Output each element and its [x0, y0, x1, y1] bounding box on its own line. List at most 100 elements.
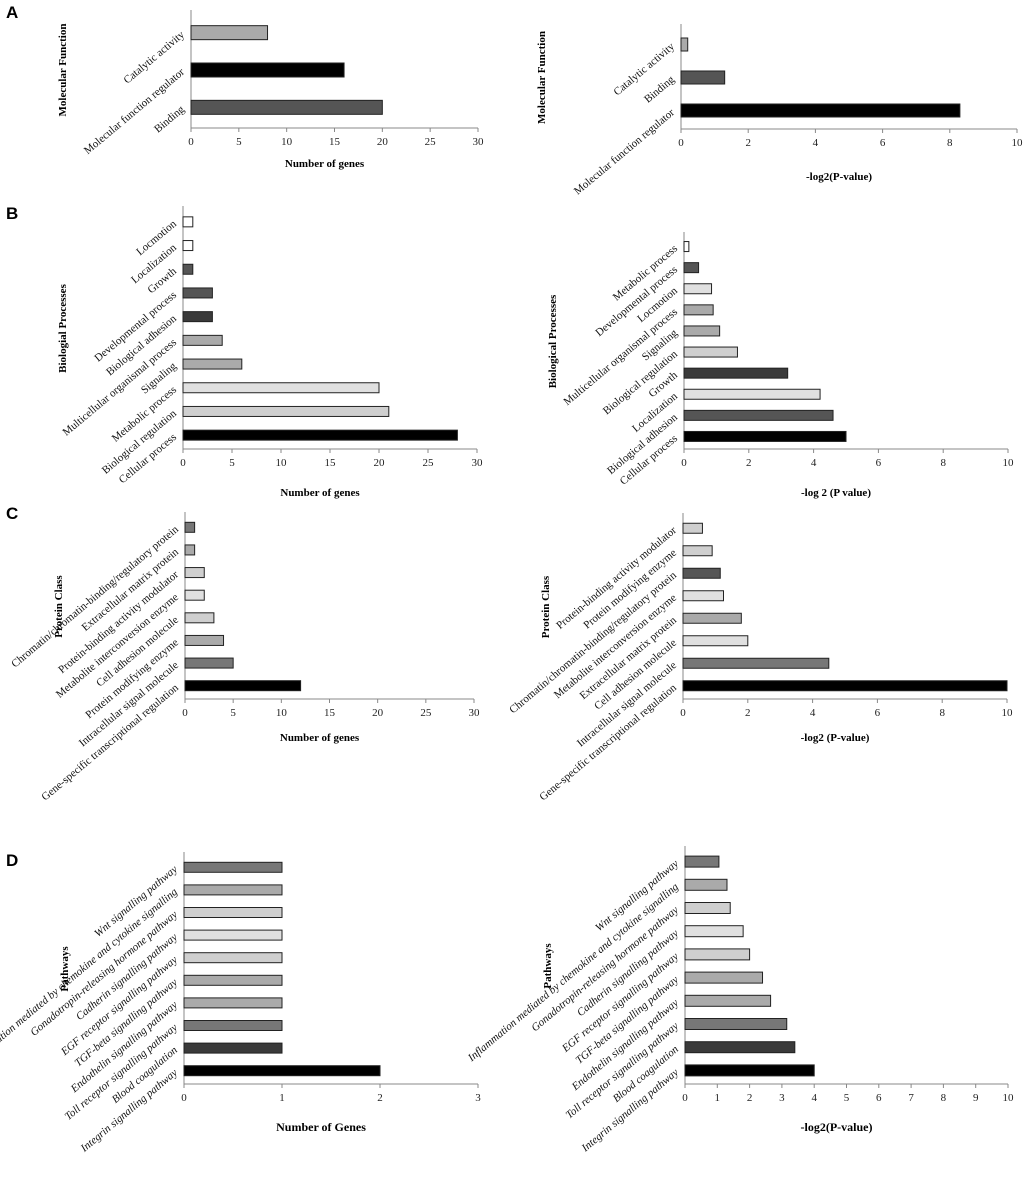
bar	[683, 430, 847, 442]
x-tick-label: 5	[230, 707, 236, 719]
x-tick-label: 6	[876, 457, 882, 469]
bar	[184, 657, 234, 669]
x-tick-label: 8	[939, 707, 945, 719]
x-tick-label: 10	[276, 457, 288, 469]
bar	[684, 1064, 815, 1077]
bar	[184, 544, 196, 556]
bar	[682, 612, 742, 624]
bar	[683, 388, 821, 400]
x-tick-label: 4	[811, 457, 817, 469]
bar	[182, 263, 194, 275]
bar	[183, 884, 283, 896]
bar	[182, 334, 223, 346]
chart-c-left: 0 5 10 15 20 25 30Chromatin/chromatin-binding/…	[9, 512, 480, 803]
y-axis-title: Protein Class	[53, 575, 65, 638]
bar	[184, 567, 205, 579]
x-tick-label: 25	[420, 707, 432, 719]
bar	[184, 680, 302, 692]
x-tick-label: 4	[813, 137, 819, 149]
x-tick-label: 30	[473, 136, 485, 148]
bar	[182, 429, 458, 441]
bar	[182, 287, 213, 299]
category-label: Binding	[152, 103, 187, 135]
bar	[684, 994, 772, 1007]
x-tick-label: 0	[188, 136, 194, 148]
y-axis-title: Protein Class	[540, 575, 552, 638]
x-tick-label: 1	[279, 1092, 285, 1104]
x-tick-label: 7	[908, 1092, 914, 1104]
x-axis-title: Number of genes	[280, 487, 360, 499]
bar	[682, 680, 1008, 692]
x-axis-title: -log 2 (P value)	[801, 487, 871, 499]
bar	[682, 635, 749, 647]
x-tick-label: 10	[1002, 707, 1014, 719]
y-axis-title: Molecular Function	[536, 31, 548, 124]
bar	[182, 358, 243, 370]
bar	[682, 567, 721, 579]
y-axis-title: Pathways	[542, 943, 554, 989]
x-tick-label: 2	[746, 457, 752, 469]
x-tick-label: 10	[1003, 1092, 1015, 1104]
x-tick-label: 2	[745, 707, 751, 719]
bar	[682, 545, 713, 557]
x-tick-label: 4	[811, 1092, 817, 1104]
x-tick-label: 2	[745, 137, 751, 149]
bar	[683, 325, 721, 337]
bar	[190, 25, 269, 41]
y-axis-title: Biologial Processes	[57, 283, 69, 372]
bar	[684, 1018, 788, 1030]
x-axis-title: -log2 (P-value)	[801, 732, 870, 744]
panel-label-b: B	[6, 204, 18, 223]
bar	[683, 367, 789, 379]
bar	[682, 522, 703, 534]
x-tick-label: 3	[779, 1092, 785, 1104]
x-tick-label: 0	[681, 457, 687, 469]
x-tick-label: 10	[281, 136, 293, 148]
panel-label-c: C	[6, 504, 18, 523]
bar	[682, 657, 830, 669]
y-axis-title: Molecular Function	[57, 24, 69, 117]
bar	[182, 405, 390, 417]
x-tick-label: 25	[425, 136, 437, 148]
x-tick-label: 0	[680, 707, 686, 719]
bar	[183, 861, 283, 873]
bar	[684, 902, 731, 914]
bar	[683, 262, 700, 274]
category-label: Molecular function regulator	[572, 106, 677, 197]
x-tick-label: 0	[182, 707, 188, 719]
x-axis-title: Number of genes	[285, 158, 365, 170]
x-tick-label: 0	[678, 137, 684, 149]
x-tick-label: 15	[329, 136, 341, 148]
y-axis-title: Biological Processes	[547, 294, 559, 388]
x-tick-label: 15	[324, 707, 336, 719]
bar	[184, 589, 205, 601]
bar	[183, 1065, 381, 1077]
x-tick-label: 0	[180, 457, 186, 469]
bar	[183, 907, 283, 918]
x-tick-label: 8	[941, 1092, 947, 1104]
bar	[182, 311, 213, 323]
x-tick-label: 9	[973, 1092, 979, 1104]
bar	[683, 409, 834, 421]
bar	[684, 971, 764, 984]
x-tick-label: 0	[181, 1092, 187, 1104]
y-axis-title: Pathways	[59, 946, 71, 992]
bar	[684, 925, 744, 938]
x-tick-label: 25	[423, 457, 435, 469]
bar	[183, 974, 283, 986]
x-tick-label: 10	[276, 707, 288, 719]
bar	[680, 70, 726, 85]
bar	[184, 634, 225, 646]
x-tick-label: 2	[747, 1092, 753, 1104]
bar	[683, 304, 714, 316]
bar	[683, 346, 738, 358]
x-tick-label: 20	[374, 457, 386, 469]
bar	[684, 948, 751, 961]
bar	[184, 521, 196, 533]
x-tick-label: 3	[475, 1092, 481, 1104]
panel-label-d: D	[6, 851, 18, 870]
